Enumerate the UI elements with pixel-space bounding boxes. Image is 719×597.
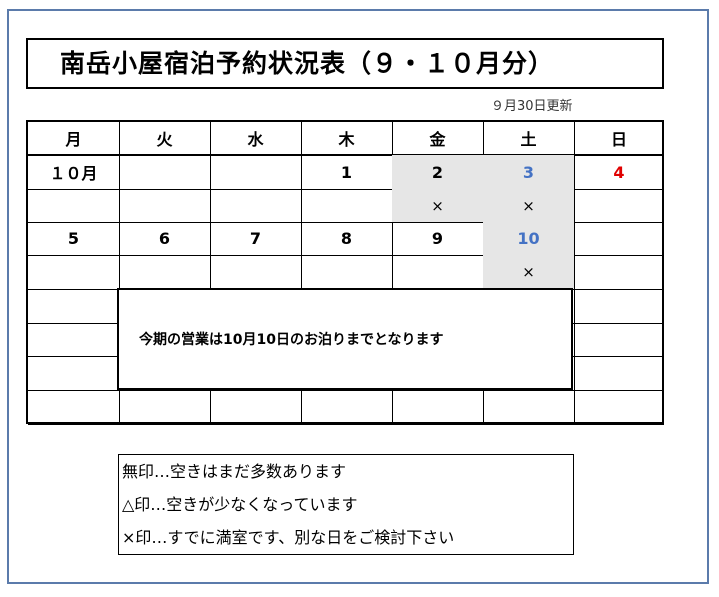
availability-cell <box>28 390 120 425</box>
availability-cell <box>28 255 120 290</box>
date-cell: 2 <box>392 155 484 190</box>
availability-cell <box>28 323 120 357</box>
availability-cell <box>210 390 302 425</box>
weekday-header: 日 <box>574 122 664 156</box>
availability-cell <box>119 390 211 425</box>
weekday-header: 土 <box>483 122 575 156</box>
availability-cell <box>119 255 211 290</box>
availability-cell <box>301 189 393 223</box>
date-cell <box>119 155 211 190</box>
updated-date: ９月30日更新 <box>491 99 573 114</box>
availability-cell <box>574 390 664 425</box>
date-cell: 1 <box>301 155 393 190</box>
availability-cell <box>574 189 664 223</box>
legend-item-cross: ×印…すでに満室です、別な日をご検討下さい <box>122 528 455 547</box>
date-cell: 5 <box>28 222 120 256</box>
weekday-header: 木 <box>301 122 393 156</box>
season-end-notice: 今期の営業は10月10日のお泊りまでとなります <box>117 288 573 390</box>
date-cell <box>483 356 575 391</box>
availability-cell <box>301 255 393 290</box>
date-cell <box>574 222 664 256</box>
date-cell <box>574 356 664 391</box>
date-cell: 6 <box>119 222 211 256</box>
date-cell: 4 <box>574 155 664 190</box>
date-cell: 3 <box>483 155 575 190</box>
date-cell <box>28 356 120 391</box>
availability-cell <box>574 323 664 357</box>
reservation-calendar: 月火水木金土日 １０月 1 2 3 4 × × 5 6 7 8 9 10 × <box>26 120 664 425</box>
date-cell: 8 <box>301 222 393 256</box>
availability-cell <box>28 189 120 223</box>
date-cell: １０月 <box>28 155 120 190</box>
date-cell <box>574 289 664 324</box>
notice-text: 今期の営業は10月10日のお泊りまでとなります <box>139 332 444 348</box>
weekday-header: 金 <box>392 122 484 156</box>
date-cell: 10 <box>483 222 575 256</box>
weekday-header: 水 <box>210 122 302 156</box>
availability-cell <box>210 255 302 290</box>
date-cell: 9 <box>392 222 484 256</box>
availability-cell: × <box>392 189 484 223</box>
legend: 無印…空きはまだ多数あります △印…空きが少なくなっています ×印…すでに満室で… <box>118 454 574 555</box>
availability-cell <box>392 255 484 290</box>
date-cell <box>210 155 302 190</box>
availability-cell <box>483 390 575 425</box>
weekday-header: 月 <box>28 122 120 156</box>
legend-item-none: 無印…空きはまだ多数あります <box>122 462 347 481</box>
weekday-header: 火 <box>119 122 211 156</box>
availability-cell <box>392 390 484 425</box>
date-cell <box>28 289 120 324</box>
availability-cell <box>210 189 302 223</box>
availability-cell: × <box>483 189 575 223</box>
availability-cell: × <box>483 255 575 290</box>
availability-cell <box>574 255 664 290</box>
legend-item-triangle: △印…空きが少なくなっています <box>122 495 358 514</box>
availability-cell <box>119 189 211 223</box>
date-cell: 7 <box>210 222 302 256</box>
page-title: 南岳小屋宿泊予約状況表（９・１０月分） <box>26 38 664 89</box>
page-frame <box>7 9 709 584</box>
availability-cell <box>301 390 393 425</box>
